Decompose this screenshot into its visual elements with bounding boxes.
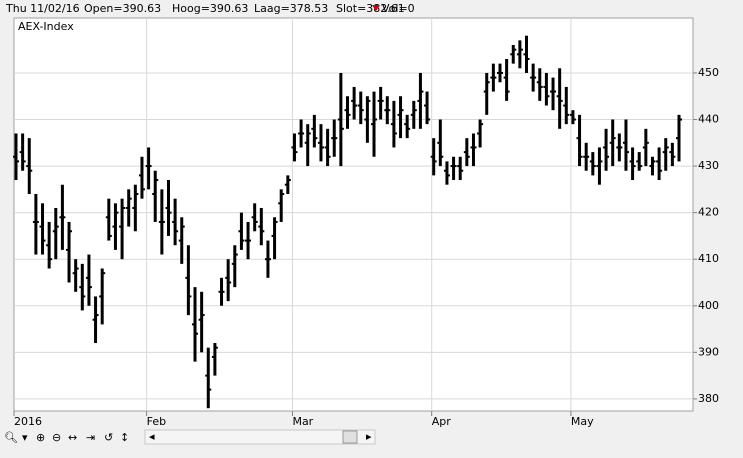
y-tick-label: 390	[698, 345, 719, 358]
header-volume: Vol=0	[382, 2, 415, 15]
zoom-out-icon[interactable]: ⊖	[52, 431, 61, 444]
scrollbar[interactable]	[144, 429, 376, 445]
y-tick-label: 450	[698, 66, 719, 79]
header-high: Hoog=390.63	[172, 2, 248, 15]
zoom-icon[interactable]: 🔍︎	[4, 431, 18, 444]
header-bar	[0, 0, 743, 18]
header-open: Open=390.63	[84, 2, 161, 15]
down-arrow	[372, 5, 380, 11]
toolbar[interactable]: 🔍︎ ▾ ⊕ ⊖ ↔ ⇥ ↺ ↕	[4, 431, 129, 444]
header-close: Slot=382.61	[336, 2, 405, 15]
header-low: Laag=378.53	[254, 2, 328, 15]
x-tick-label: May	[571, 415, 594, 428]
vertical-icon[interactable]: ↕	[120, 431, 129, 444]
y-tick-label: 380	[698, 392, 719, 405]
y-tick-label: 410	[698, 252, 719, 265]
y-tick-label: 420	[698, 206, 719, 219]
end-icon[interactable]: ⇥	[86, 431, 95, 444]
zoom-in-icon[interactable]: ⊕	[36, 431, 45, 444]
scroll-thumb[interactable]	[342, 430, 358, 444]
y-tick-label: 430	[698, 159, 719, 172]
plot-area	[13, 17, 694, 412]
x-tick-label: Apr	[432, 415, 452, 428]
y-tick-label: 400	[698, 299, 719, 312]
header-date: Thu 11/02/16	[5, 2, 80, 15]
chart-title: AEX-Index	[18, 20, 74, 33]
y-tick-label: 440	[698, 113, 719, 126]
x-tick-label: 2016	[14, 415, 42, 428]
x-tick-label: Feb	[147, 415, 166, 428]
dropdown-icon[interactable]: ▾	[22, 431, 28, 444]
scroll-right[interactable]: ▸	[366, 430, 372, 443]
reset-icon[interactable]: ↺	[104, 431, 113, 444]
pan-icon[interactable]: ↔	[68, 431, 77, 444]
scroll-left[interactable]: ◂	[149, 430, 155, 443]
x-tick-label: Mar	[292, 415, 313, 428]
